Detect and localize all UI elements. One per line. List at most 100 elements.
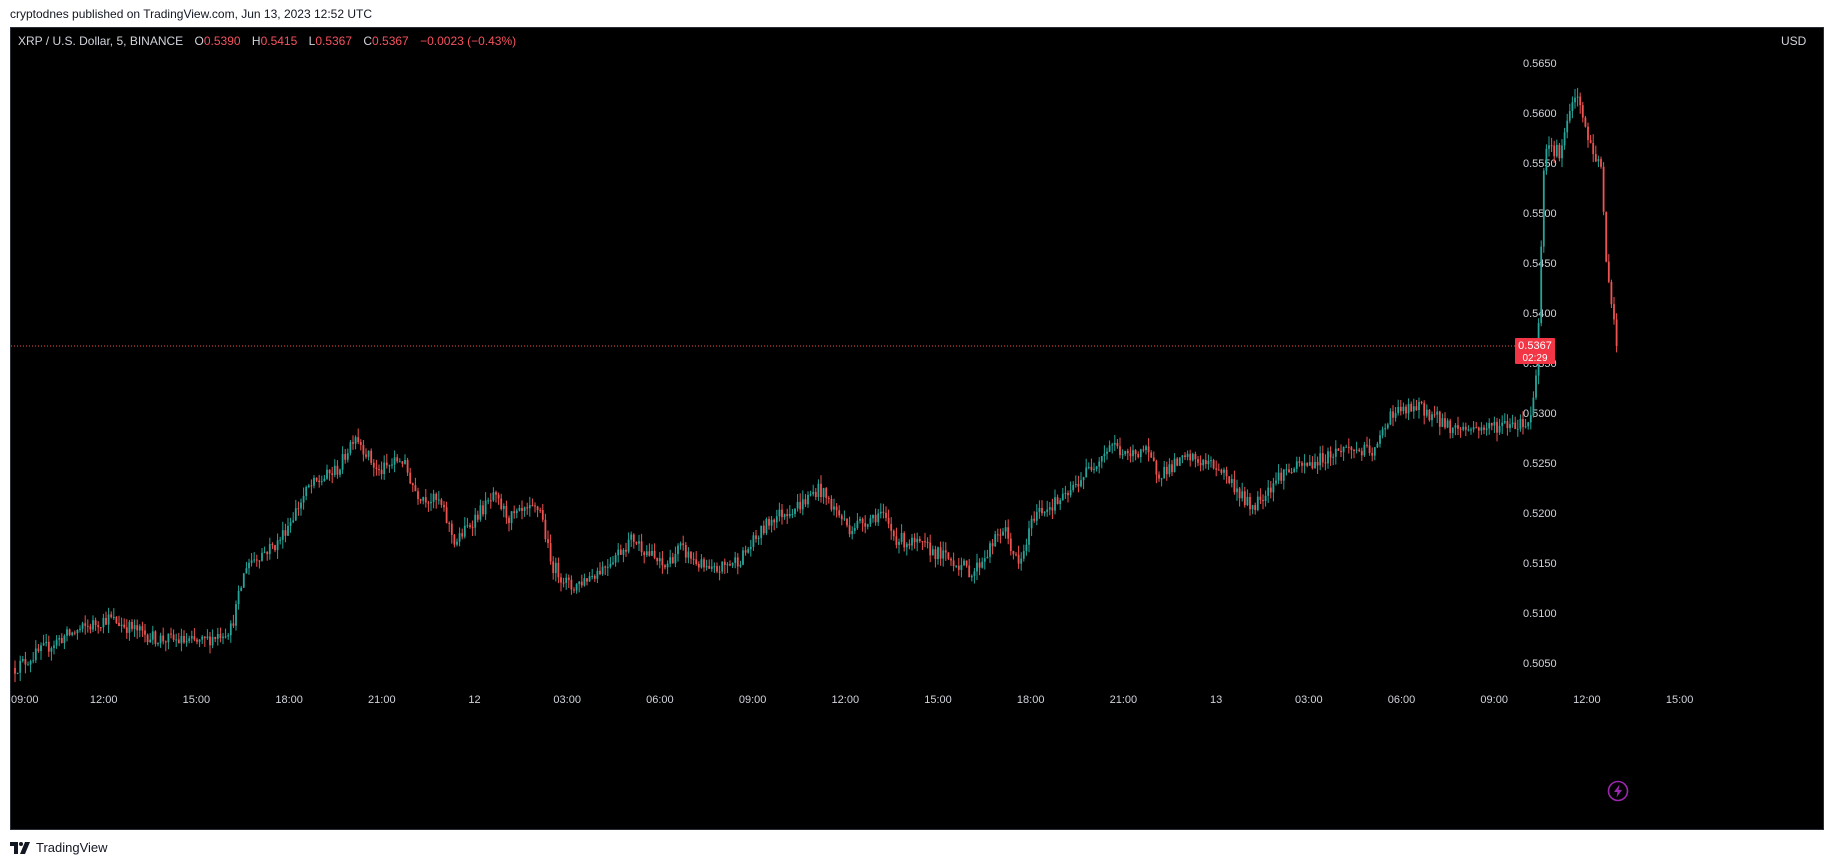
y-tick-label: 0.5600 (1523, 108, 1557, 120)
legend-low-label: L (308, 34, 316, 48)
candle-body (445, 507, 448, 523)
candle-body (918, 538, 921, 542)
footer-brand[interactable]: TradingView (10, 840, 108, 855)
candle-body (21, 658, 24, 661)
candle-body (666, 563, 669, 568)
candle-body (357, 437, 360, 443)
candle-body (1137, 454, 1140, 458)
candle-body (651, 550, 653, 556)
candle-body (1376, 443, 1379, 448)
candle-body (211, 637, 214, 646)
candle-body (963, 560, 965, 566)
candle-body (632, 534, 635, 542)
candle-body (1165, 466, 1168, 475)
candle-body (123, 624, 126, 628)
candle-body (1483, 427, 1485, 430)
candle-body (372, 462, 375, 468)
symbol-legend[interactable]: XRP / U.S. Dollar, 5, BINANCE O0.5390 H0… (18, 34, 516, 48)
chart-panel[interactable]: 0.5050 0.5100 0.5150 0.5200 0.5250 0.5300 0.53… (10, 27, 1824, 830)
candle-body (536, 506, 539, 511)
candle-body (1454, 425, 1457, 428)
candle-body (960, 565, 963, 570)
x-tick-label: 18:00 (275, 694, 303, 706)
candle-body (614, 555, 617, 563)
footer-brand-text: TradingView (36, 840, 108, 855)
candle-body (999, 534, 1002, 536)
candle-body (1493, 421, 1496, 426)
x-tick-label: 12:00 (832, 694, 860, 706)
currency-label[interactable]: USD (1781, 34, 1807, 48)
candle-body (1100, 456, 1103, 462)
lightning-bolt-icon[interactable] (1607, 780, 1629, 802)
candle-body (820, 483, 822, 498)
y-tick-label: 0.5450 (1523, 258, 1557, 270)
candle-body (1600, 159, 1602, 167)
candle-body (1566, 120, 1569, 133)
legend-symbol[interactable]: XRP / U.S. Dollar, 5, BINANCE (18, 34, 184, 48)
candle-body (1316, 461, 1319, 466)
candle-body (554, 562, 557, 574)
candle-body (170, 633, 172, 635)
candle-body (955, 565, 958, 567)
candle-body (1119, 446, 1121, 456)
candle-body (1017, 554, 1020, 564)
candle-body (16, 672, 19, 674)
candle-body (1290, 471, 1293, 473)
candle-body (383, 462, 386, 475)
candle-body (1561, 145, 1563, 159)
candle-body (289, 522, 292, 526)
candle-body (1405, 406, 1407, 414)
candle-body (1184, 455, 1186, 458)
candle-body (1046, 509, 1049, 512)
candle-body (362, 444, 365, 455)
candle-body (461, 533, 464, 537)
candle-body (424, 497, 427, 503)
candle-body (913, 537, 916, 543)
candle-body (1030, 518, 1033, 529)
candle-body (1269, 487, 1272, 493)
candle-body (994, 534, 997, 547)
candle-body (1535, 375, 1537, 398)
candle-body (1311, 462, 1314, 469)
candle-body (432, 493, 435, 502)
candle-body (1472, 427, 1475, 430)
candle-body (1061, 493, 1064, 501)
candle-body (1028, 528, 1030, 545)
candle-body (1597, 159, 1600, 162)
candle-body (422, 497, 425, 501)
candle-body (375, 467, 378, 469)
candle-body (1514, 422, 1517, 429)
candle-body (526, 507, 529, 509)
candle-body (1436, 411, 1439, 415)
price-tag[interactable] (1515, 338, 1555, 364)
candle-body (1576, 96, 1579, 98)
candle-body (406, 460, 409, 473)
legend-open-label: O (194, 34, 204, 48)
candle-body (606, 566, 609, 568)
x-tick-label: 03:00 (1295, 694, 1323, 706)
candle-body (851, 530, 854, 535)
candle-body (1324, 462, 1327, 464)
candle-body (1412, 406, 1415, 412)
candle-body (1223, 469, 1225, 473)
candle-body (1238, 488, 1241, 499)
candle-body (300, 502, 302, 509)
candle-body (801, 499, 804, 510)
candle-body (1301, 462, 1303, 466)
candle-body (531, 505, 534, 507)
candle-body (775, 516, 778, 523)
candle-body (1077, 483, 1080, 487)
candle-body (1150, 452, 1153, 458)
candle-body (1106, 451, 1108, 454)
candlestick-chart[interactable]: 0.5050 0.5100 0.5150 0.5200 0.5250 0.5300 0.53… (11, 28, 1823, 829)
candle-body (856, 520, 859, 528)
candle-body (224, 636, 227, 638)
candle-body (313, 477, 315, 486)
x-tick-label: 21:00 (1110, 694, 1138, 706)
candle-body (279, 539, 282, 541)
candle-body (588, 576, 591, 582)
candle-body (937, 547, 939, 560)
candle-body (398, 461, 401, 463)
candle-body (877, 513, 880, 523)
y-tick-label: 0.5500 (1523, 208, 1557, 220)
